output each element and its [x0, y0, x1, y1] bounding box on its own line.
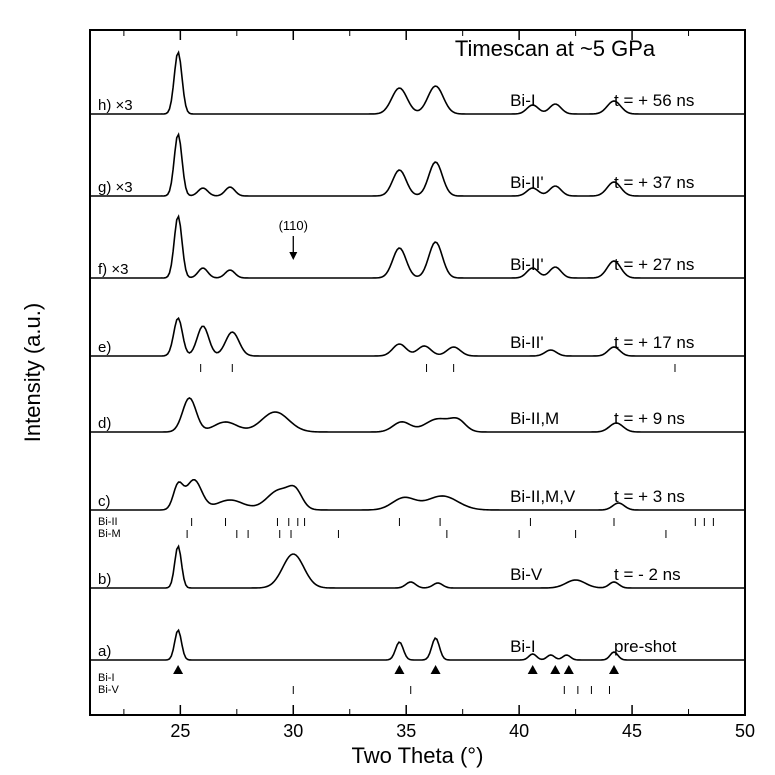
phase-label-b: Bi-V	[510, 565, 543, 584]
phase-tick-label: Bi-II	[98, 516, 118, 528]
time-label-g: t = + 37 ns	[614, 173, 694, 192]
xtick-label: 25	[170, 721, 190, 741]
phase-label-a: Bi-I	[510, 637, 536, 656]
trace-label-b: b)	[98, 571, 111, 588]
phase-label-f: Bi-II'	[510, 255, 543, 274]
phase-label-d: Bi-II,M	[510, 409, 559, 428]
xtick-label: 30	[283, 721, 303, 741]
phase-label-g: Bi-II'	[510, 173, 543, 192]
time-label-f: t = + 27 ns	[614, 255, 694, 274]
xtick-label: 45	[622, 721, 642, 741]
time-label-h: t = + 56 ns	[614, 91, 694, 110]
phase-tick-label: Bi-M	[98, 528, 121, 540]
trace-label-h: h) ×3	[98, 97, 133, 114]
x-axis-label: Two Theta (°)	[352, 743, 484, 768]
phase-label-h: Bi-I	[510, 91, 536, 110]
xtick-label: 35	[396, 721, 416, 741]
phase-tick-label: Bi-V	[98, 684, 119, 696]
phase-label-e: Bi-II'	[510, 333, 543, 352]
arrow-label: (110)	[279, 218, 308, 233]
time-label-b: t = - 2 ns	[614, 565, 681, 584]
xtick-label: 40	[509, 721, 529, 741]
time-label-e: t = + 17 ns	[614, 333, 694, 352]
trace-label-f: f) ×3	[98, 261, 128, 278]
chart-title: Timescan at ~5 GPa	[455, 36, 656, 61]
trace-label-e: e)	[98, 339, 111, 356]
xtick-label: 50	[735, 721, 755, 741]
trace-label-c: c)	[98, 493, 111, 510]
trace-label-d: d)	[98, 415, 111, 432]
time-label-d: t = + 9 ns	[614, 409, 685, 428]
xrd-timescan-chart: 25 30 35 40 45 50 Two Theta (°) Intensity (a.u.…	[0, 0, 775, 775]
time-label-c: t = + 3 ns	[614, 487, 685, 506]
trace-label-g: g) ×3	[98, 179, 133, 196]
trace-label-a: a)	[98, 643, 111, 660]
phase-tick-label: Bi-I	[98, 672, 115, 684]
phase-label-c: Bi-II,M,V	[510, 487, 576, 506]
time-label-a: pre-shot	[614, 637, 677, 656]
y-axis-label: Intensity (a.u.)	[20, 303, 45, 442]
